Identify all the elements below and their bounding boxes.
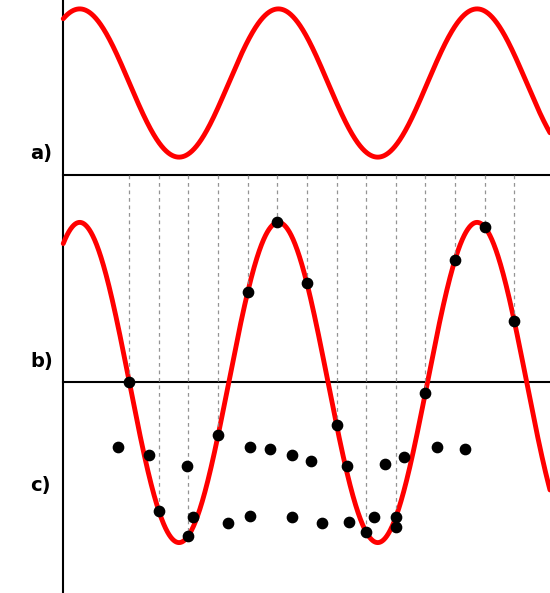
Text: b): b) [30, 352, 53, 371]
Point [246, 511, 255, 521]
Point [450, 255, 459, 264]
Point [184, 531, 193, 540]
Text: c): c) [30, 476, 51, 495]
Point [370, 512, 378, 522]
Point [273, 218, 282, 227]
Point [302, 279, 311, 288]
Point [214, 431, 223, 440]
Point [246, 442, 255, 451]
Point [460, 445, 469, 454]
Point [243, 287, 252, 296]
Point [155, 506, 163, 516]
Point [125, 377, 134, 387]
Point [345, 517, 354, 527]
Point [287, 512, 296, 522]
Point [265, 445, 274, 454]
Point [287, 451, 296, 460]
Point [306, 457, 315, 466]
Point [224, 518, 233, 528]
Point [392, 512, 400, 522]
Point [510, 316, 519, 326]
Point [183, 461, 191, 470]
Point [188, 512, 197, 522]
Point [433, 442, 442, 451]
Point [114, 442, 123, 451]
Point [144, 450, 153, 460]
Point [317, 518, 326, 528]
Point [332, 420, 341, 430]
Point [392, 522, 400, 531]
Text: a): a) [30, 144, 52, 163]
Point [400, 452, 409, 461]
Point [381, 459, 389, 468]
Point [342, 461, 351, 470]
Point [480, 222, 489, 232]
Point [362, 527, 371, 537]
Point [421, 388, 430, 397]
